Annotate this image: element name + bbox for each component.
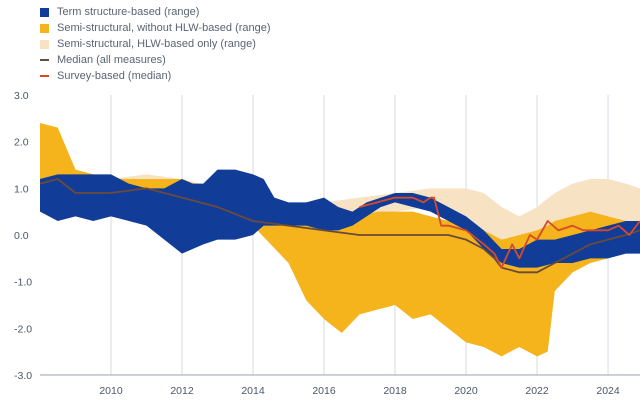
- x-tick-label: 2014: [241, 385, 265, 397]
- legend-item-semi-structural-without-hlw: Semi-structural, without HLW-based (rang…: [40, 20, 271, 36]
- y-tick-label: 2.0: [14, 137, 29, 149]
- legend-item-median: Median (all measures): [40, 52, 271, 68]
- tick-labels: 3.0 2.0 1.0 0.0 -1.0 -2.0 -3.0 2010 2012 2014 2016…: [14, 90, 620, 397]
- legend-label-survey: Survey-based (median): [57, 70, 172, 82]
- area-term-structure-based-range: [40, 169, 640, 268]
- x-tick-label: 2016: [312, 385, 336, 397]
- legend-label-semi-structural-hlw-only: Semi-structural, HLW-based only (range): [57, 38, 256, 50]
- legend-label-semi-structural-without-hlw: Semi-structural, without HLW-based (rang…: [57, 22, 271, 34]
- legend-item-survey: Survey-based (median): [40, 68, 271, 84]
- y-tick-label: 1.0: [14, 183, 29, 195]
- area-semi-structural-without-hlw-based-range: [40, 123, 640, 357]
- y-tick-label: -3.0: [14, 370, 32, 382]
- legend-label-term-structure: Term structure-based (range): [57, 6, 200, 18]
- line-survey-based-median: [359, 196, 640, 269]
- x-tick-label: 2022: [525, 385, 549, 397]
- range-areas: [40, 123, 640, 357]
- legend-label-median: Median (all measures): [57, 54, 166, 66]
- legend-line-survey: [40, 75, 49, 77]
- x-tick-label: 2010: [99, 385, 123, 397]
- median-lines: [39, 178, 640, 274]
- legend-line-median: [40, 59, 49, 61]
- y-tick-label: -1.0: [14, 277, 32, 289]
- x-tick-label: 2024: [596, 385, 620, 397]
- legend-swatch-semi-structural-hlw-only: [40, 39, 49, 49]
- line-median-all-measures: [39, 178, 640, 274]
- y-tick-label: -2.0: [14, 323, 32, 335]
- x-tick-label: 2020: [454, 385, 478, 397]
- legend-item-term-structure: Term structure-based (range): [40, 4, 271, 20]
- legend-swatch-term-structure: [40, 7, 49, 17]
- legend-swatch-semi-structural-without-hlw: [40, 23, 49, 33]
- x-tick-label: 2012: [170, 385, 194, 397]
- legend-item-semi-structural-hlw-only: Semi-structural, HLW-based only (range): [40, 36, 271, 52]
- y-tick-label: 3.0: [14, 90, 29, 102]
- y-tick-label: 0.0: [14, 230, 29, 242]
- chart-legend: Term structure-based (range) Semi-struct…: [40, 4, 271, 84]
- x-tick-label: 2018: [383, 385, 407, 397]
